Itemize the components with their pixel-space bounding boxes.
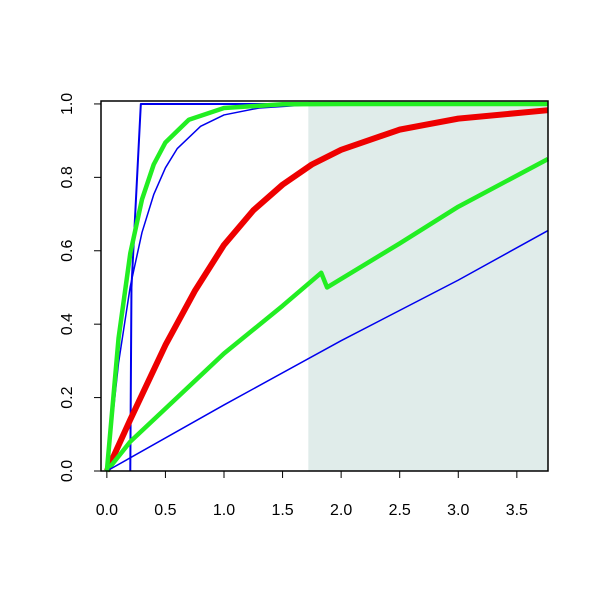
y-tick-label: 0.4 — [59, 313, 76, 335]
y-tick-label: 0.0 — [59, 460, 76, 482]
x-tick-label: 0.5 — [154, 502, 176, 519]
data-line — [104, 107, 549, 473]
plot-frame — [100, 100, 549, 472]
y-tick-label: 0.2 — [59, 386, 76, 408]
y-tick-label: 1.0 — [59, 93, 76, 115]
x-tick-label: 0.0 — [96, 502, 118, 519]
x-tick-label: 1.0 — [213, 502, 235, 519]
data-line — [105, 157, 550, 473]
x-tick-label: 1.5 — [271, 502, 293, 519]
data-line — [104, 101, 548, 472]
x-tick-label: 3.5 — [506, 502, 528, 519]
x-tick-label: 2.5 — [389, 502, 411, 519]
x-tick-label: 2.0 — [330, 502, 352, 519]
y-tick-label: 0.8 — [59, 166, 76, 188]
data-line — [106, 229, 549, 472]
y-tick-label: 0.6 — [59, 240, 76, 262]
x-tick-label: 3.0 — [447, 502, 469, 519]
shaded-region — [308, 101, 548, 471]
